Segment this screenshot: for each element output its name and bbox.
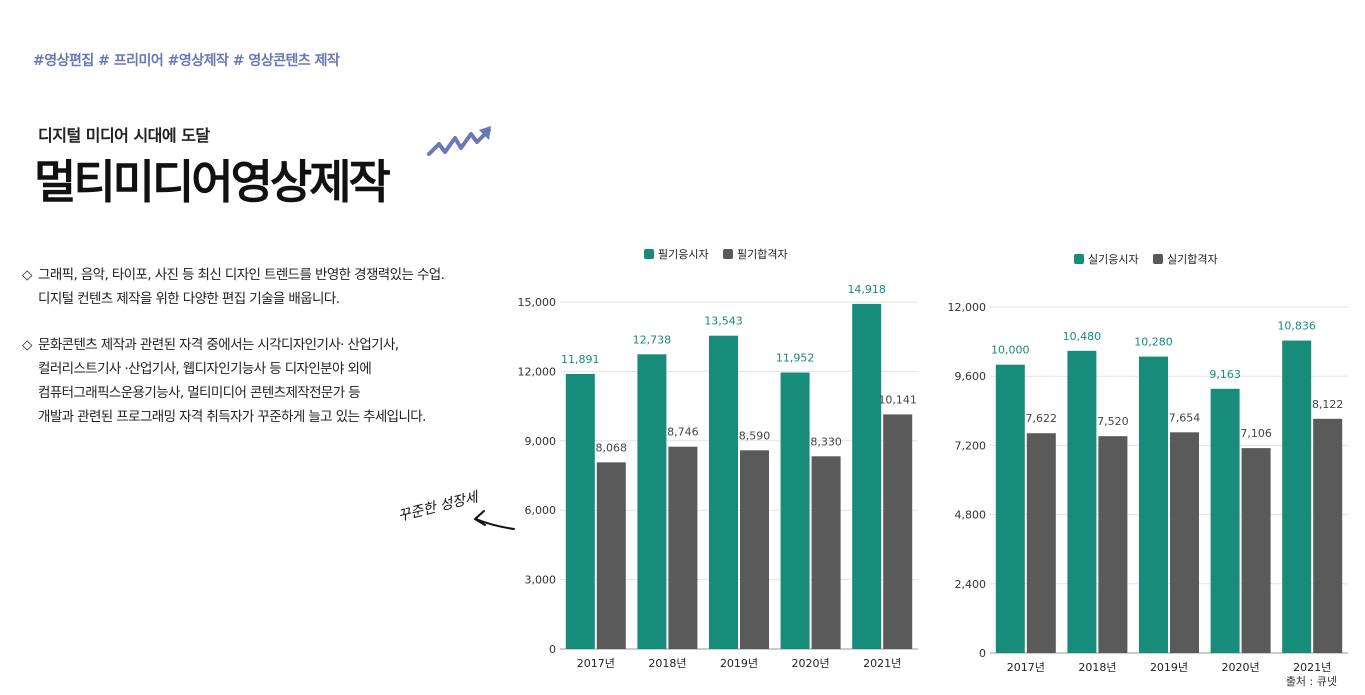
bar <box>565 373 595 649</box>
bar <box>852 303 882 649</box>
legend-label: 필기응시자 <box>658 248 709 261</box>
y-tick-label: 12,000 <box>948 301 987 314</box>
bar <box>995 364 1025 653</box>
data-label: 9,163 <box>1209 368 1241 381</box>
bar <box>596 462 626 649</box>
y-tick-label: 0 <box>979 647 986 660</box>
y-tick-label: 7,200 <box>955 439 987 452</box>
bar <box>668 446 698 649</box>
x-tick-label: 2018년 <box>648 657 686 670</box>
hand-drawn-arrow-icon <box>474 510 515 530</box>
y-tick-label: 6,000 <box>525 504 557 517</box>
practical-exam-chart: 0 2,400 4,800 7,200 9,600 12,000 10,000 7,622 20… <box>948 253 1348 674</box>
legend-swatch <box>723 249 733 259</box>
page-subtitle: 디지털 미디어 시대에 도달 <box>38 126 210 145</box>
x-tick-label: 2021년 <box>863 657 901 670</box>
data-label: 10,000 <box>991 344 1030 357</box>
description-line: 디지털 컨텐츠 제작을 위한 다양한 편집 기술을 배웁니다. <box>38 291 340 307</box>
bar <box>709 335 738 649</box>
bar <box>1241 448 1271 653</box>
data-label: 14,918 <box>847 283 886 296</box>
data-label: 10,280 <box>1134 336 1173 349</box>
bar <box>1313 418 1343 653</box>
data-label: 7,622 <box>1026 412 1058 425</box>
y-tick-label: 0 <box>549 643 556 656</box>
legend-label: 실기응시자 <box>1088 253 1139 266</box>
x-tick-label: 2019년 <box>720 657 758 670</box>
data-label: 10,141 <box>878 393 917 406</box>
bar <box>1026 433 1056 653</box>
data-label: 8,330 <box>810 435 842 448</box>
data-label: 12,738 <box>633 333 672 346</box>
y-tick-label: 4,800 <box>955 509 987 522</box>
description-line: 문화콘텐츠 제작과 관련된 자격 중에서는 시각디자인기사· 산업기사, <box>38 337 399 353</box>
data-label: 7,520 <box>1097 415 1129 428</box>
data-label: 7,106 <box>1240 427 1272 440</box>
hashtags: #영상편집 # 프리미어 #영상제작 # 영상콘텐츠 제작 <box>33 53 340 69</box>
bar <box>780 372 810 649</box>
data-label: 13,543 <box>704 315 743 328</box>
description-line: 컬러리스트기사 ·산업기사, 웹디자인기능사 등 디자인분야 외에 <box>38 361 372 377</box>
description-line: 그래픽, 음악, 타이포, 사진 등 최신 디자인 트렌드를 반영한 경쟁력있는… <box>38 267 445 283</box>
bar <box>1098 436 1128 653</box>
written-exam-chart: 0 3,000 6,000 9,000 12,000 15,000 11,891 8,068 2… <box>518 248 918 670</box>
x-tick-label: 2017년 <box>1007 661 1045 674</box>
x-tick-label: 2020년 <box>792 657 830 670</box>
x-tick-label: 2020년 <box>1222 661 1260 674</box>
legend-swatch <box>644 249 654 259</box>
description-paragraph-2: ◇ 문화콘텐츠 제작과 관련된 자격 중에서는 시각디자인기사· 산업기사, 컬… <box>22 333 492 429</box>
data-label: 11,952 <box>776 352 815 365</box>
description: ◇ 그래픽, 음악, 타이포, 사진 등 최신 디자인 트렌드를 반영한 경쟁력… <box>22 263 492 451</box>
page-title: 멀티미디어영상제작 <box>34 155 391 209</box>
data-label: 7,654 <box>1169 411 1201 424</box>
x-tick-label: 2018년 <box>1078 661 1116 674</box>
description-line: 컴퓨터그래픽스운용기능사, 멀티미디어 콘텐츠제작전문가 등 <box>38 385 361 401</box>
diamond-bullet-icon: ◇ <box>22 267 32 283</box>
handwritten-note: 꾸준한 성장세 <box>396 489 480 525</box>
data-label: 8,746 <box>667 426 699 439</box>
bar <box>1210 388 1240 653</box>
y-tick-label: 9,600 <box>955 370 987 383</box>
bar <box>883 414 913 649</box>
data-label: 8,122 <box>1312 398 1344 411</box>
data-label: 10,480 <box>1063 330 1102 343</box>
data-label: 10,836 <box>1277 320 1316 333</box>
trend-arrow-icon <box>427 126 491 156</box>
y-tick-label: 12,000 <box>518 365 557 378</box>
bar <box>1170 432 1199 653</box>
legend-label: 실기합격자 <box>1167 253 1218 266</box>
bar <box>811 456 841 649</box>
data-label: 8,068 <box>596 441 628 454</box>
bar <box>740 450 769 649</box>
y-tick-label: 15,000 <box>518 296 557 309</box>
y-tick-label: 3,000 <box>525 574 557 587</box>
source-note: 출처 : 큐넷 <box>1285 675 1337 688</box>
description-paragraph-1: ◇ 그래픽, 음악, 타이포, 사진 등 최신 디자인 트렌드를 반영한 경쟁력… <box>22 263 492 311</box>
diamond-bullet-icon: ◇ <box>22 337 32 353</box>
legend-swatch <box>1153 254 1163 264</box>
y-tick-label: 2,400 <box>955 578 987 591</box>
x-tick-label: 2021년 <box>1293 661 1331 674</box>
data-label: 11,891 <box>561 353 600 366</box>
x-tick-label: 2019년 <box>1150 661 1188 674</box>
bar <box>1139 356 1168 653</box>
data-label: 8,590 <box>739 429 771 442</box>
legend-swatch <box>1074 254 1084 264</box>
legend-label: 필기합격자 <box>737 248 788 261</box>
bar <box>1282 340 1312 653</box>
x-tick-label: 2017년 <box>577 657 615 670</box>
bar <box>637 354 667 649</box>
description-line: 개발과 관련된 프로그래밍 자격 취득자가 꾸준하게 늘고 있는 추세입니다. <box>38 409 426 425</box>
y-tick-label: 9,000 <box>525 435 557 448</box>
bar <box>1067 350 1097 653</box>
